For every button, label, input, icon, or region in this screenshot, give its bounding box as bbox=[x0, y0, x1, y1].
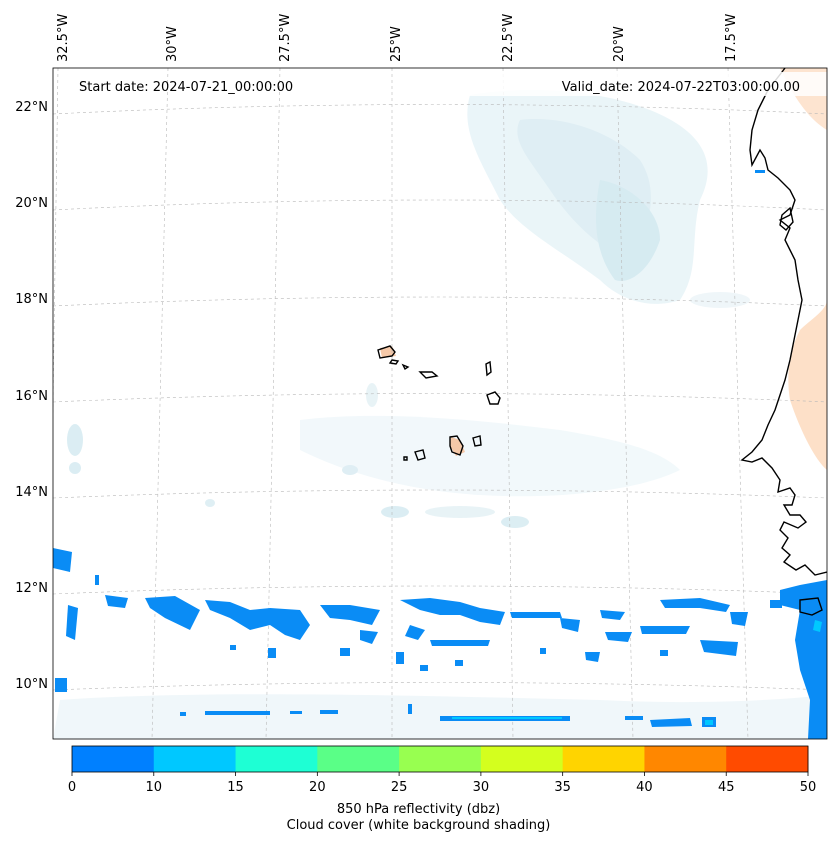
colorbar-tick-label: 20 bbox=[309, 780, 326, 795]
lat-tick-label: 22°N bbox=[15, 100, 48, 115]
colorbar-tick-label: 40 bbox=[636, 780, 653, 795]
colorbar-tick-label: 50 bbox=[800, 780, 817, 795]
colorbar-tick-label: 25 bbox=[391, 780, 408, 795]
map-frame bbox=[52, 67, 828, 740]
colorbar-segment bbox=[153, 746, 237, 772]
map-area bbox=[53, 68, 827, 739]
valid-date-label: Valid_date: 2024-07-22T03:00:00.00 bbox=[562, 80, 800, 95]
colorbar: 0 10 15 20 25 30 35 40 45 50 bbox=[68, 745, 817, 795]
colorbar-segment bbox=[317, 746, 400, 772]
lon-tick-label: 30°W bbox=[165, 26, 180, 62]
coastlines bbox=[377, 68, 827, 616]
reflectivity-cyan bbox=[452, 620, 822, 725]
colorbar-segment bbox=[726, 746, 809, 772]
colorbar-tick-label: 15 bbox=[227, 780, 244, 795]
lat-tick-label: 16°N bbox=[15, 389, 48, 404]
colorbar-tick-label: 30 bbox=[473, 780, 490, 795]
colorbar-segment bbox=[235, 746, 318, 772]
lat-tick-label: 14°N bbox=[15, 485, 48, 500]
colorbar-segment bbox=[399, 746, 482, 772]
colorbar-segment bbox=[480, 746, 564, 772]
colorbar-segment bbox=[72, 746, 155, 772]
lon-tick-label: 27.5°W bbox=[278, 14, 293, 62]
lon-tick-label: 25°W bbox=[389, 26, 404, 62]
lat-tick-labels: 22°N 20°N 18°N 16°N 14°N 12°N 10°N bbox=[15, 100, 48, 692]
lat-tick-label: 10°N bbox=[15, 677, 48, 692]
start-date-label: Start date: 2024-07-21_00:00:00 bbox=[79, 80, 293, 95]
colorbar-tick-label: 45 bbox=[718, 780, 735, 795]
lat-tick-label: 18°N bbox=[15, 292, 48, 307]
gridlines bbox=[53, 68, 827, 739]
lon-tick-label: 17.5°W bbox=[724, 14, 739, 62]
colorbar-segment bbox=[644, 746, 727, 772]
colorbar-tick-label: 10 bbox=[146, 780, 163, 795]
lon-tick-label: 20°W bbox=[612, 26, 627, 62]
colorbar-label-line1: 850 hPa reflectivity (dbz) bbox=[336, 802, 501, 817]
colorbar-label-line2: Cloud cover (white background shading) bbox=[286, 818, 551, 833]
lon-tick-label: 22.5°W bbox=[501, 14, 516, 62]
reflectivity-contours bbox=[53, 170, 827, 739]
lat-tick-label: 20°N bbox=[15, 196, 48, 211]
colorbar-tick-label: 35 bbox=[554, 780, 571, 795]
colorbar-segment bbox=[562, 746, 645, 772]
lon-tick-label: 32.5°W bbox=[56, 14, 71, 62]
lat-tick-label: 12°N bbox=[15, 581, 48, 596]
colorbar-frame bbox=[71, 745, 809, 773]
lon-tick-labels: 32.5°W 30°W 27.5°W 25°W 22.5°W 20°W 17.5… bbox=[56, 14, 739, 62]
colorbar-tick-label: 0 bbox=[68, 780, 76, 795]
